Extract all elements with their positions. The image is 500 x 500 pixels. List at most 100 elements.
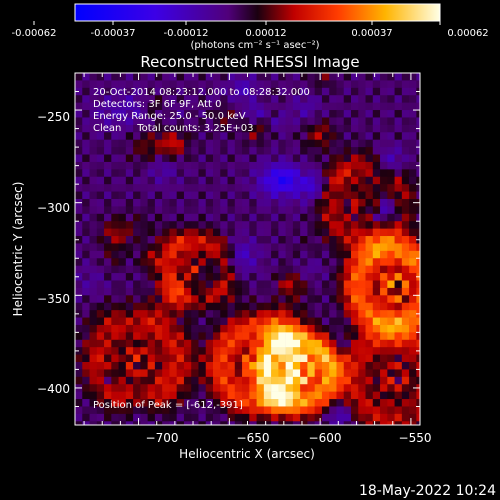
- heatmap-cell: [307, 421, 315, 425]
- heatmap-cell: [140, 384, 148, 392]
- heatmap-cell: [183, 213, 192, 222]
- heatmap-cell: [307, 228, 315, 237]
- footer-timestamp: 18-May-2022 10:24: [359, 483, 496, 499]
- heatmap-cell: [285, 265, 294, 274]
- heatmap-cell: [358, 132, 366, 140]
- heatmap-cell: [234, 295, 243, 304]
- heatmap-cell: [111, 110, 119, 118]
- heatmap-cell: [162, 384, 170, 392]
- heatmap-cell: [409, 421, 417, 425]
- heatmap-cell: [278, 413, 286, 422]
- heatmap-cell: [213, 213, 221, 222]
- heatmap-cell: [329, 117, 337, 126]
- heatmap-cell: [176, 228, 185, 237]
- heatmap-cell: [292, 265, 301, 274]
- heatmap-cell: [249, 73, 257, 81]
- heatmap-cell: [351, 273, 359, 281]
- heatmap-cell: [300, 139, 308, 148]
- heatmap-cell: [249, 169, 257, 178]
- heatmap-cell: [343, 87, 352, 96]
- heatmap-cell: [213, 243, 221, 252]
- heatmap-cell: [263, 347, 272, 355]
- heatmap-cell: [387, 391, 395, 400]
- heatmap-cell: [220, 228, 228, 237]
- heatmap-cell: [133, 176, 141, 185]
- heatmap-cell: [227, 287, 236, 296]
- heatmap-cell: [118, 221, 127, 229]
- heatmap-cell: [104, 332, 112, 341]
- heatmap-cell: [220, 236, 228, 244]
- heatmap-cell: [365, 413, 374, 422]
- heatmap-cell: [82, 324, 90, 333]
- heatmap-cell: [176, 413, 185, 422]
- heatmap-cell: [176, 184, 185, 192]
- heatmap-cell: [372, 384, 381, 392]
- heatmap-cell: [176, 273, 185, 281]
- heatmap-cell: [104, 228, 112, 237]
- heatmap-cell: [401, 110, 410, 118]
- heatmap-cell: [380, 295, 388, 304]
- heatmap-cell: [380, 139, 388, 148]
- heatmap-cell: [285, 147, 294, 155]
- heatmap-cell: [220, 376, 228, 385]
- heatmap-cell: [351, 243, 359, 252]
- heatmap-cell: [213, 421, 221, 425]
- heatmap-cell: [82, 221, 90, 229]
- heatmap-cell: [140, 198, 148, 207]
- y-axis-label: Heliocentric Y (arcsec): [11, 182, 25, 317]
- heatmap-cell: [300, 332, 308, 341]
- heatmap-cell: [198, 406, 207, 415]
- heatmap-cell: [176, 362, 185, 370]
- heatmap-cell: [183, 413, 192, 422]
- heatmap-cell: [416, 399, 420, 407]
- heatmap-cell: [271, 287, 279, 296]
- heatmap-cell: [256, 161, 265, 170]
- heatmap-cell: [336, 347, 345, 355]
- heatmap-cell: [162, 154, 170, 163]
- heatmap-cell: [198, 302, 207, 311]
- heatmap-cell: [89, 324, 98, 333]
- heatmap-cell: [213, 347, 221, 355]
- heatmap-cell: [380, 80, 388, 89]
- heatmap-cell: [336, 80, 345, 89]
- heatmap-cell: [249, 399, 257, 407]
- heatmap-cell: [176, 310, 185, 318]
- heatmap-cell: [96, 406, 105, 415]
- heatmap-cell: [278, 258, 286, 266]
- heatmap-cell: [111, 310, 119, 318]
- heatmap-cell: [154, 369, 163, 378]
- heatmap-cell: [111, 243, 119, 252]
- heatmap-cell: [234, 384, 243, 392]
- heatmap-cell: [321, 73, 330, 81]
- heatmap-cell: [147, 376, 156, 385]
- heatmap-cell: [321, 117, 330, 126]
- heatmap-cell: [140, 228, 148, 237]
- heatmap-cell: [358, 184, 366, 192]
- heatmap-cell: [140, 317, 148, 326]
- heatmap-cell: [96, 191, 105, 200]
- heatmap-cell: [409, 310, 417, 318]
- heatmap-cell: [278, 139, 286, 148]
- heatmap-cell: [249, 310, 257, 318]
- heatmap-cell: [104, 102, 112, 111]
- heatmap-cell: [82, 354, 90, 363]
- heatmap-cell: [394, 139, 403, 148]
- heatmap-cell: [416, 339, 420, 348]
- heatmap-cell: [147, 80, 156, 89]
- heatmap-cell: [263, 132, 272, 140]
- x-tick-label: −650: [237, 431, 270, 445]
- heatmap-cell: [256, 184, 265, 192]
- heatmap-cell: [285, 191, 294, 200]
- heatmap-cell: [394, 347, 403, 355]
- heatmap-cell: [278, 339, 286, 348]
- heatmap-cell: [300, 406, 308, 415]
- heatmap-cell: [118, 295, 127, 304]
- heatmap-cell: [111, 384, 119, 392]
- heatmap-cell: [183, 347, 192, 355]
- heatmap-cell: [133, 258, 141, 266]
- heatmap-cell: [205, 384, 214, 392]
- heatmap-cell: [329, 332, 337, 341]
- heatmap-cell: [271, 139, 279, 148]
- heatmap-cell: [96, 110, 105, 118]
- heatmap-cell: [118, 280, 127, 289]
